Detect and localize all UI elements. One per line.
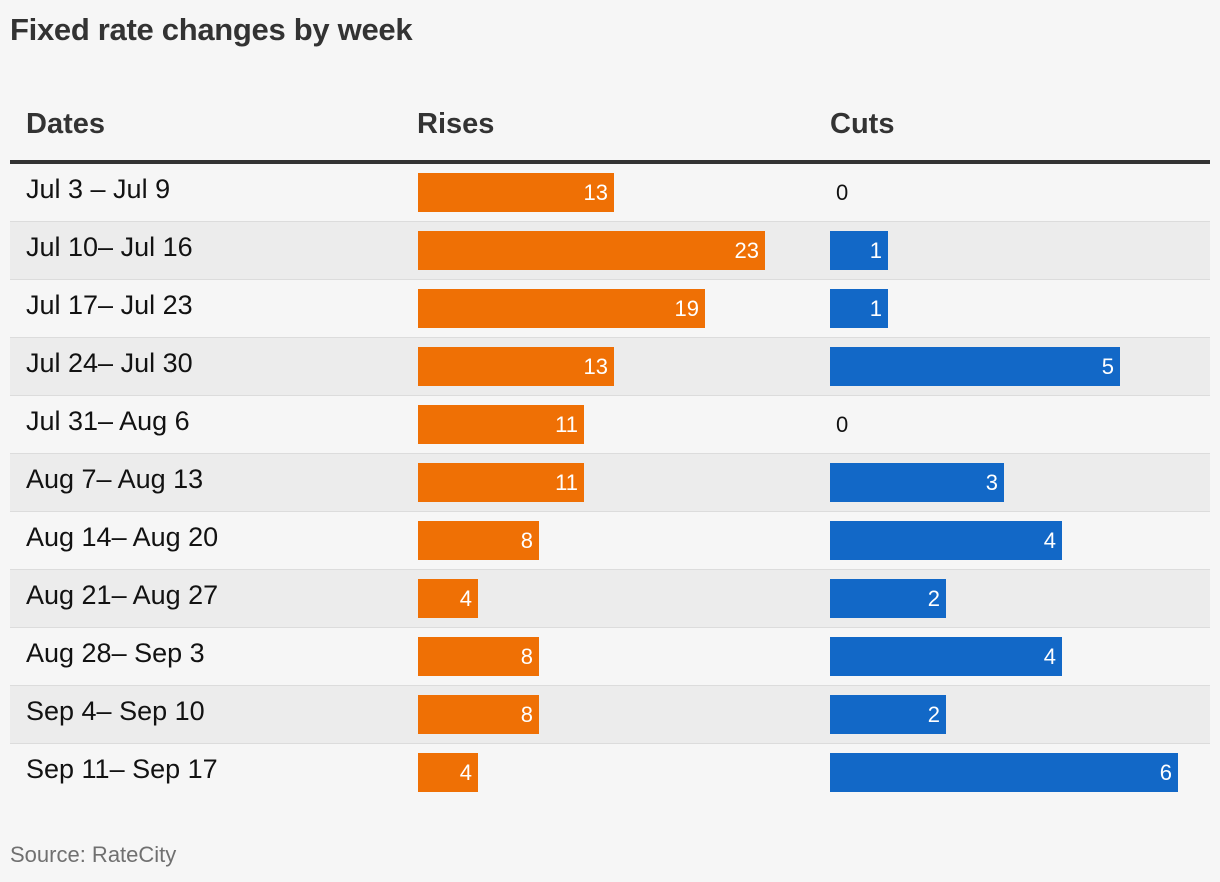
date-label: Aug 14– Aug 20	[26, 522, 219, 552]
rise-bar: 4	[418, 753, 478, 792]
cut-bar: 6	[830, 753, 1178, 792]
date-label: Aug 28– Sep 3	[26, 638, 205, 668]
rise-bar: 23	[418, 231, 765, 270]
rise-bar: 11	[418, 463, 584, 502]
rise-bar: 8	[418, 521, 539, 560]
date-label: Aug 21– Aug 27	[26, 580, 219, 610]
cut-bar: 4	[830, 521, 1062, 560]
cut-bar: 2	[830, 579, 946, 618]
cut-bar: 1	[830, 289, 888, 328]
rise-bar: 11	[418, 405, 584, 444]
rise-bar: 13	[418, 173, 614, 212]
date-label: Jul 31– Aug 6	[26, 406, 190, 436]
header-cuts: Cuts	[830, 108, 895, 140]
rise-bar: 19	[418, 289, 705, 328]
rise-bar: 8	[418, 637, 539, 676]
table-row: Sep 11– Sep 17 4 6	[10, 744, 1210, 801]
chart-title: Fixed rate changes by week	[10, 12, 413, 47]
table-row: Sep 4– Sep 10 8 2	[10, 686, 1210, 744]
date-label: Jul 3 – Jul 9	[26, 174, 171, 204]
cut-bar: 5	[830, 347, 1120, 386]
date-label: Sep 11– Sep 17	[26, 754, 218, 784]
table-body: Jul 3 – Jul 9 13 0 Jul 10– Jul 16 23 1 Jul 17–…	[10, 164, 1210, 801]
table-row: Jul 17– Jul 23 19 1	[10, 280, 1210, 338]
table-row: Jul 3 – Jul 9 13 0	[10, 164, 1210, 222]
table-row: Aug 7– Aug 13 11 3	[10, 454, 1210, 512]
rise-bar: 4	[418, 579, 478, 618]
header-rises: Rises	[417, 108, 495, 140]
table-row: Aug 14– Aug 20 8 4	[10, 512, 1210, 570]
table-row: Jul 10– Jul 16 23 1	[10, 222, 1210, 280]
table-row: Jul 31– Aug 6 11 0	[10, 396, 1210, 454]
cut-zero-label: 0	[836, 180, 849, 205]
cut-bar: 2	[830, 695, 946, 734]
header-dates: Dates	[26, 108, 105, 140]
date-label: Sep 4– Sep 10	[26, 696, 205, 726]
table-header: Dates Rises Cuts	[10, 100, 1210, 164]
table-row: Aug 21– Aug 27 4 2	[10, 570, 1210, 628]
cut-bar: 4	[830, 637, 1062, 676]
date-label: Jul 10– Jul 16	[26, 232, 193, 262]
cut-zero-label: 0	[836, 412, 849, 437]
date-label: Jul 24– Jul 30	[26, 348, 193, 378]
cut-bar: 1	[830, 231, 888, 270]
rise-bar: 8	[418, 695, 539, 734]
table-row: Jul 24– Jul 30 13 5	[10, 338, 1210, 396]
source-note: Source: RateCity	[10, 842, 177, 867]
cut-bar: 3	[830, 463, 1004, 502]
date-label: Jul 17– Jul 23	[26, 290, 193, 320]
date-label: Aug 7– Aug 13	[26, 464, 204, 494]
table-row: Aug 28– Sep 3 8 4	[10, 628, 1210, 686]
rise-bar: 13	[418, 347, 614, 386]
